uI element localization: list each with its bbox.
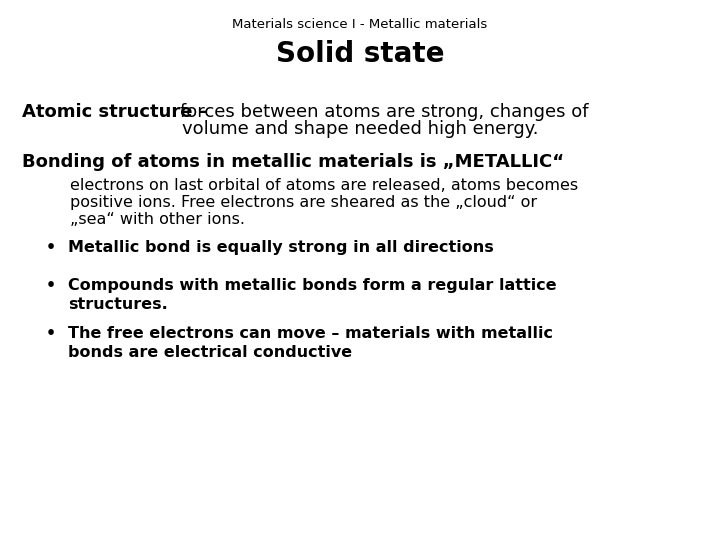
Text: Metallic bond is equally strong in all directions: Metallic bond is equally strong in all d… — [68, 240, 494, 255]
Text: The free electrons can move – materials with metallic: The free electrons can move – materials … — [68, 326, 553, 341]
Text: forces between atoms are strong, changes of: forces between atoms are strong, changes… — [180, 103, 588, 121]
Text: Bonding of atoms in metallic materials is „METALLIC“: Bonding of atoms in metallic materials i… — [22, 153, 564, 171]
Text: volume and shape needed high energy.: volume and shape needed high energy. — [181, 120, 539, 138]
Text: bonds are electrical conductive: bonds are electrical conductive — [68, 345, 352, 360]
Text: „sea“ with other ions.: „sea“ with other ions. — [70, 212, 245, 227]
Text: •: • — [46, 240, 56, 255]
Text: electrons on last orbital of atoms are released, atoms becomes: electrons on last orbital of atoms are r… — [70, 178, 578, 193]
Text: Solid state: Solid state — [276, 40, 444, 68]
Text: Compounds with metallic bonds form a regular lattice: Compounds with metallic bonds form a reg… — [68, 278, 557, 293]
Text: •: • — [46, 278, 56, 293]
Text: positive ions. Free electrons are sheared as the „cloud“ or: positive ions. Free electrons are sheare… — [70, 195, 537, 210]
Text: Materials science I - Metallic materials: Materials science I - Metallic materials — [233, 18, 487, 31]
Text: structures.: structures. — [68, 297, 168, 312]
Text: Atomic structure –: Atomic structure – — [22, 103, 214, 121]
Text: •: • — [46, 326, 56, 341]
